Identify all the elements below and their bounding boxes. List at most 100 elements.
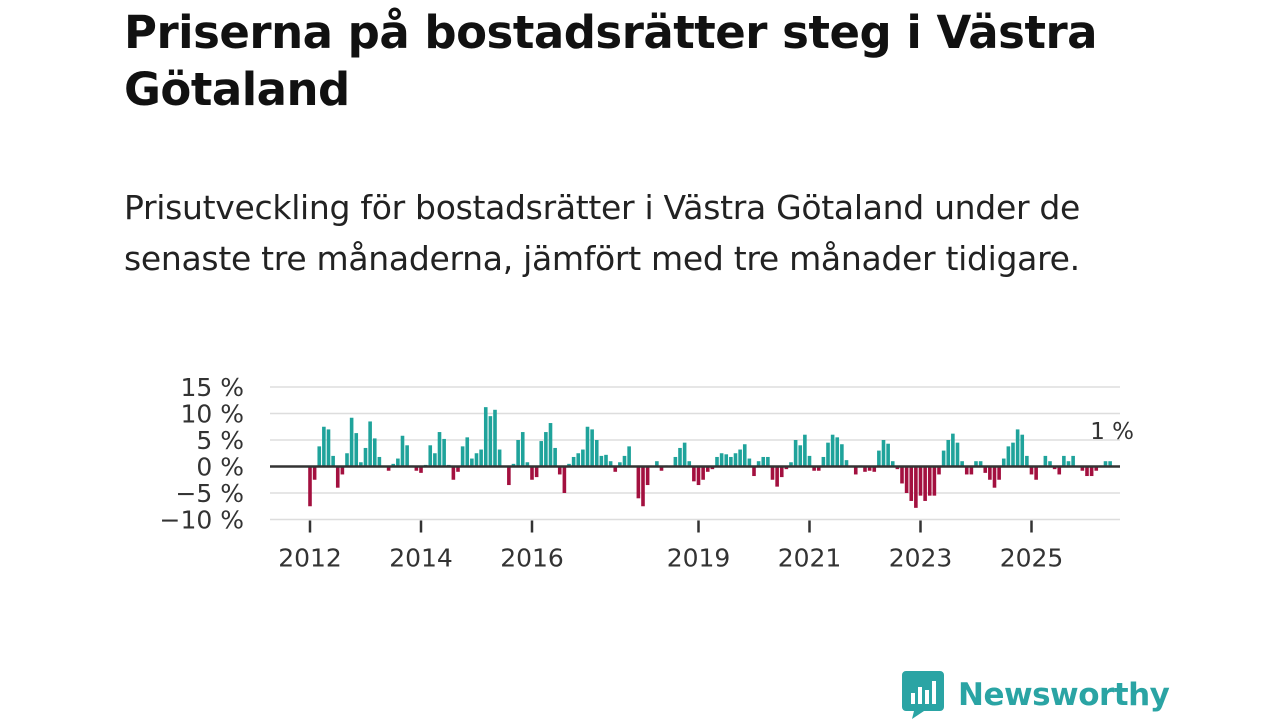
bar [470,458,474,467]
bar [904,466,909,493]
bar [1034,466,1038,480]
bar [331,455,335,467]
bar [557,466,562,475]
last-value-label: 1 % [1090,419,1134,445]
bar [1108,461,1112,467]
bar [909,466,914,501]
bar [414,466,419,471]
bar [1066,461,1071,467]
bar [701,466,705,480]
bar [497,449,502,467]
bar [590,429,594,467]
bar [428,445,433,467]
bar [816,466,821,471]
bar [1062,455,1066,467]
bar [692,466,696,482]
bar [437,432,442,467]
bar [400,435,405,467]
bar [738,449,742,467]
bar [992,466,997,488]
bar [789,462,793,467]
bar [442,438,446,467]
bar [340,466,345,475]
bar [1085,466,1089,477]
bar [655,461,659,467]
bar [793,440,798,467]
bar [525,462,530,467]
bar [544,432,548,467]
bar [377,456,382,467]
chart-title: Priserna på bostadsrätter steg i Västra … [124,6,1098,116]
bar [391,463,396,467]
bar [937,466,941,475]
y-tick-label: 10 % [180,400,244,429]
bar [396,458,400,467]
bar [761,456,766,467]
bar [941,450,946,467]
bar [433,453,437,467]
bar [345,453,349,467]
bar [562,466,567,493]
bar [335,466,340,488]
bar [770,466,775,480]
bar [308,466,312,507]
newsworthy-logo: Newsworthy [902,670,1170,720]
bar [826,442,830,467]
bar [983,466,988,473]
x-axis-ticks: 2012 2014 2016 2019 2021 2023 2025 [278,520,1063,573]
bar [608,461,613,467]
bar [918,466,923,496]
bar [618,462,622,467]
bar [474,453,479,467]
bar [895,466,900,470]
bar [923,466,927,501]
bar [1029,466,1034,475]
bar [779,466,784,478]
bar [844,460,849,467]
bar [585,426,590,467]
bar [742,444,747,467]
grid-lines [270,386,1120,521]
bar [1048,461,1052,467]
bar [534,466,539,478]
bar [890,461,895,467]
y-tick-label: 0 % [196,453,244,482]
bar [955,442,960,467]
bar [881,440,886,467]
bar [853,466,858,475]
bar [645,466,650,486]
bar [349,417,354,467]
y-tick-label: −10 % [160,506,244,535]
chart-subtitle: Prisutveckling för bostadsrätter i Västr… [124,188,1081,278]
bar [1094,466,1099,471]
bar [1057,466,1062,475]
bar [997,466,1001,480]
bar [567,463,571,467]
bar [1001,458,1006,467]
bar [830,434,835,467]
bar [636,466,641,499]
bar [368,421,372,467]
x-tick-label: 2021 [778,544,842,573]
bar [900,466,904,484]
bar [1080,466,1085,471]
bar [613,466,618,472]
bar [1025,455,1029,467]
bar [460,446,465,467]
bar [863,466,867,472]
bar [511,463,516,467]
x-tick-label: 2023 [889,544,953,573]
bar [548,423,553,467]
bar [867,466,872,471]
brand-name: Newsworthy [958,677,1170,713]
bar [988,466,992,480]
bar [1011,442,1015,467]
bar [927,466,932,496]
bar-chart: 15 %10 %5 %0 %−5 %−10 % 2012 2014 2016 2019… [160,373,1135,573]
bar [964,466,969,475]
bar [756,461,761,467]
bar [914,466,918,508]
bar [1043,455,1048,467]
bar [807,455,812,467]
bar [960,461,964,467]
